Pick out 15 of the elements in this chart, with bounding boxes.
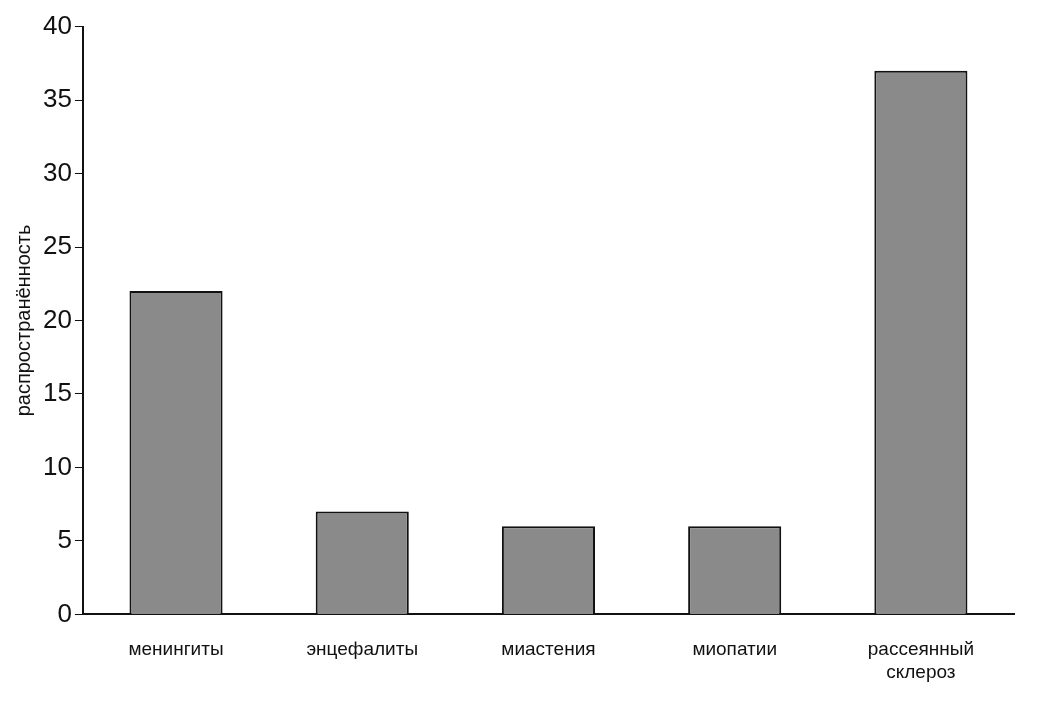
y-tick-label: 25 [43, 230, 72, 261]
y-axis-title: распространённость [11, 224, 34, 417]
y-tick-label: 0 [57, 597, 72, 628]
y-tick-label: 15 [43, 377, 72, 408]
x-tick-label: миастения [501, 638, 596, 660]
y-tick-label: 10 [43, 450, 72, 481]
y-tick-label: 20 [43, 303, 72, 334]
y-tick-label: 35 [43, 83, 72, 114]
x-tick-label: энцефалиты [306, 638, 419, 660]
y-tick-label: 40 [43, 9, 72, 40]
y-tick-label: 30 [43, 156, 72, 187]
y-tick-label: 5 [57, 524, 72, 555]
x-tick-label: миопатии [692, 638, 777, 660]
x-tick-label: рассеянный склероз [867, 638, 975, 682]
x-tick-label: менингиты [128, 638, 224, 660]
